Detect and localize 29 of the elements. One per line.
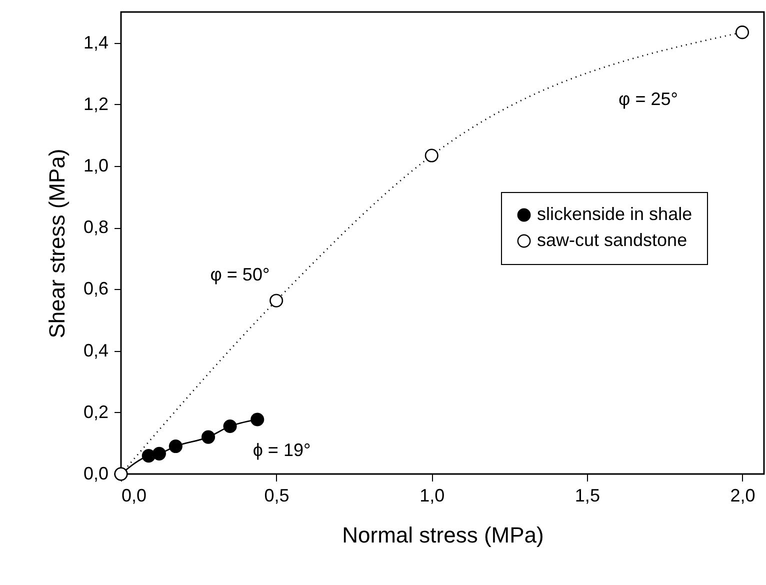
y-tick-label: 1,2 — [83, 94, 108, 114]
annotation: φ = 50° — [210, 264, 270, 284]
y-tick-label: 0,6 — [83, 278, 108, 299]
point — [202, 430, 216, 444]
x-axis-title: Normal stress (MPa) — [342, 522, 544, 548]
x-tick-label: 0,5 — [264, 486, 290, 506]
point — [424, 148, 438, 162]
annotation: ϕ = 19° — [252, 440, 311, 460]
annotation: φ = 25° — [618, 88, 678, 109]
y-tick-label: 0,4 — [83, 340, 108, 360]
point — [270, 294, 284, 308]
x-tick-label: 1,5 — [574, 486, 600, 506]
x-tick-label: 2,0 — [730, 486, 756, 506]
x-tick-label: 0,0 — [122, 486, 147, 506]
y-tick-label: 0,0 — [83, 464, 108, 484]
y-tick-label: 0,2 — [83, 402, 108, 422]
point — [735, 26, 750, 40]
y-tick-label: 1,4 — [83, 32, 108, 52]
y-axis-title: Shear stress (MPa) — [44, 148, 70, 338]
point — [168, 440, 182, 454]
point — [152, 446, 166, 460]
y-tick-label: 0,8 — [83, 217, 108, 238]
point — [250, 412, 264, 426]
legend-label: saw-cut sandstone — [537, 230, 688, 250]
point — [223, 420, 237, 434]
point — [142, 449, 156, 463]
y-tick-label: 1,0 — [83, 156, 108, 176]
legend-label: slickenside in shale — [537, 204, 692, 224]
x-tick-label: 1,0 — [420, 486, 445, 506]
